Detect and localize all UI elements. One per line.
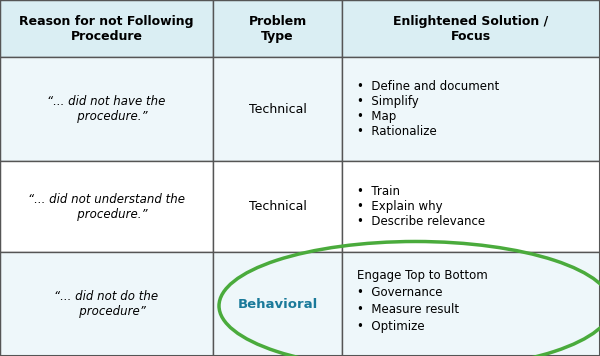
Text: Technical: Technical — [248, 200, 307, 213]
Bar — [342, 0, 600, 57]
Text: Engage Top to Bottom
•  Governance
•  Measure result
•  Optimize: Engage Top to Bottom • Governance • Meas… — [357, 268, 488, 333]
Text: Technical: Technical — [248, 103, 307, 116]
Bar — [213, 0, 342, 57]
Text: Problem
Type: Problem Type — [248, 15, 307, 43]
Text: •  Train
•  Explain why
•  Describe relevance: • Train • Explain why • Describe relevan… — [357, 185, 485, 228]
Bar — [0, 161, 213, 252]
Text: Behavioral: Behavioral — [238, 298, 317, 310]
Bar — [342, 57, 600, 161]
Bar — [342, 252, 600, 356]
Bar — [213, 161, 342, 252]
Bar — [0, 0, 213, 57]
Text: Reason for not Following
Procedure: Reason for not Following Procedure — [19, 15, 194, 43]
Text: “... did not have the
   procedure.”: “... did not have the procedure.” — [47, 95, 166, 123]
Bar — [213, 57, 342, 161]
Text: “... did not understand the
   procedure.”: “... did not understand the procedure.” — [28, 193, 185, 221]
Bar — [213, 252, 342, 356]
Text: •  Define and document
•  Simplify
•  Map
•  Rationalize: • Define and document • Simplify • Map •… — [357, 80, 499, 138]
Bar — [0, 57, 213, 161]
Text: “... did not do the
   procedure”: “... did not do the procedure” — [55, 290, 158, 318]
Bar — [342, 161, 600, 252]
Text: Enlightened Solution /
Focus: Enlightened Solution / Focus — [394, 15, 548, 43]
Bar — [0, 252, 213, 356]
